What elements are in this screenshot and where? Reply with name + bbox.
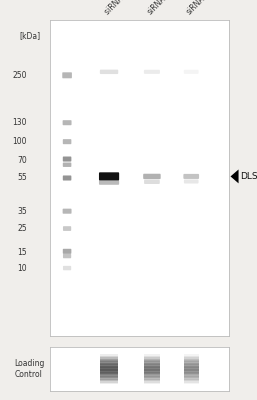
- Bar: [100, 372, 118, 377]
- Bar: [144, 356, 160, 361]
- Text: 250: 250: [12, 71, 27, 80]
- FancyBboxPatch shape: [99, 172, 119, 180]
- Text: 50%: 50%: [143, 360, 161, 369]
- Bar: [100, 356, 118, 361]
- Text: siRNA#2: siRNA#2: [185, 0, 215, 17]
- Bar: [100, 357, 118, 362]
- FancyBboxPatch shape: [63, 176, 71, 180]
- Bar: [184, 357, 199, 362]
- Bar: [184, 364, 199, 370]
- Bar: [144, 378, 160, 383]
- Bar: [144, 374, 160, 380]
- Text: siRNA#1: siRNA#1: [145, 0, 176, 17]
- Text: 100: 100: [12, 137, 27, 146]
- Text: 10: 10: [17, 264, 27, 272]
- Bar: [184, 356, 199, 361]
- Bar: [144, 357, 160, 362]
- Bar: [100, 364, 118, 370]
- FancyBboxPatch shape: [63, 226, 71, 231]
- Bar: [144, 376, 160, 381]
- Bar: [184, 378, 199, 383]
- Bar: [144, 354, 160, 360]
- Text: 15: 15: [17, 248, 27, 257]
- Bar: [100, 358, 118, 364]
- Text: 55: 55: [17, 174, 27, 182]
- Bar: [184, 362, 199, 367]
- FancyBboxPatch shape: [63, 266, 71, 270]
- Bar: [144, 364, 160, 370]
- Bar: [100, 354, 118, 360]
- Bar: [184, 373, 199, 378]
- Bar: [100, 362, 118, 367]
- FancyBboxPatch shape: [63, 139, 71, 144]
- Bar: [100, 379, 118, 384]
- Text: 130: 130: [12, 118, 27, 127]
- Bar: [144, 379, 160, 384]
- FancyBboxPatch shape: [183, 174, 199, 179]
- Bar: [144, 372, 160, 377]
- FancyBboxPatch shape: [184, 180, 199, 184]
- FancyBboxPatch shape: [63, 156, 71, 162]
- Bar: [184, 372, 199, 377]
- Bar: [100, 378, 118, 383]
- FancyBboxPatch shape: [144, 180, 160, 184]
- Polygon shape: [231, 170, 238, 183]
- FancyBboxPatch shape: [63, 162, 71, 167]
- Bar: [184, 374, 199, 380]
- FancyBboxPatch shape: [63, 120, 71, 125]
- Bar: [100, 363, 118, 368]
- FancyBboxPatch shape: [99, 180, 119, 185]
- FancyBboxPatch shape: [143, 174, 161, 179]
- Bar: [144, 366, 160, 371]
- Bar: [144, 369, 160, 374]
- Bar: [100, 367, 118, 372]
- Bar: [144, 360, 160, 365]
- Text: DLST: DLST: [240, 172, 257, 181]
- Bar: [184, 363, 199, 368]
- Bar: [184, 358, 199, 364]
- Bar: [100, 369, 118, 374]
- Text: Loading
Control: Loading Control: [14, 360, 45, 379]
- Text: 25: 25: [17, 224, 27, 233]
- Bar: [100, 360, 118, 365]
- Bar: [144, 370, 160, 376]
- Bar: [144, 358, 160, 364]
- Bar: [144, 363, 160, 368]
- Bar: [100, 376, 118, 381]
- FancyBboxPatch shape: [100, 70, 118, 74]
- Bar: [144, 367, 160, 372]
- Bar: [184, 367, 199, 372]
- FancyBboxPatch shape: [63, 249, 71, 254]
- Bar: [184, 354, 199, 360]
- Text: 35: 35: [17, 207, 27, 216]
- FancyBboxPatch shape: [184, 70, 199, 74]
- FancyBboxPatch shape: [62, 72, 72, 78]
- Text: 70: 70: [17, 156, 27, 165]
- Text: 100%: 100%: [97, 360, 121, 369]
- FancyBboxPatch shape: [144, 70, 160, 74]
- Bar: [184, 360, 199, 365]
- Text: [kDa]: [kDa]: [20, 31, 41, 40]
- Bar: [100, 366, 118, 371]
- FancyBboxPatch shape: [63, 254, 71, 258]
- Bar: [100, 370, 118, 376]
- Bar: [184, 369, 199, 374]
- Text: 45%: 45%: [182, 360, 200, 369]
- Bar: [144, 362, 160, 367]
- Bar: [184, 379, 199, 384]
- Text: siRNA ctrl: siRNA ctrl: [103, 0, 136, 17]
- Bar: [184, 366, 199, 371]
- Bar: [100, 374, 118, 380]
- Bar: [184, 370, 199, 376]
- Bar: [100, 373, 118, 378]
- Bar: [184, 376, 199, 381]
- FancyBboxPatch shape: [63, 209, 71, 214]
- Bar: [144, 373, 160, 378]
